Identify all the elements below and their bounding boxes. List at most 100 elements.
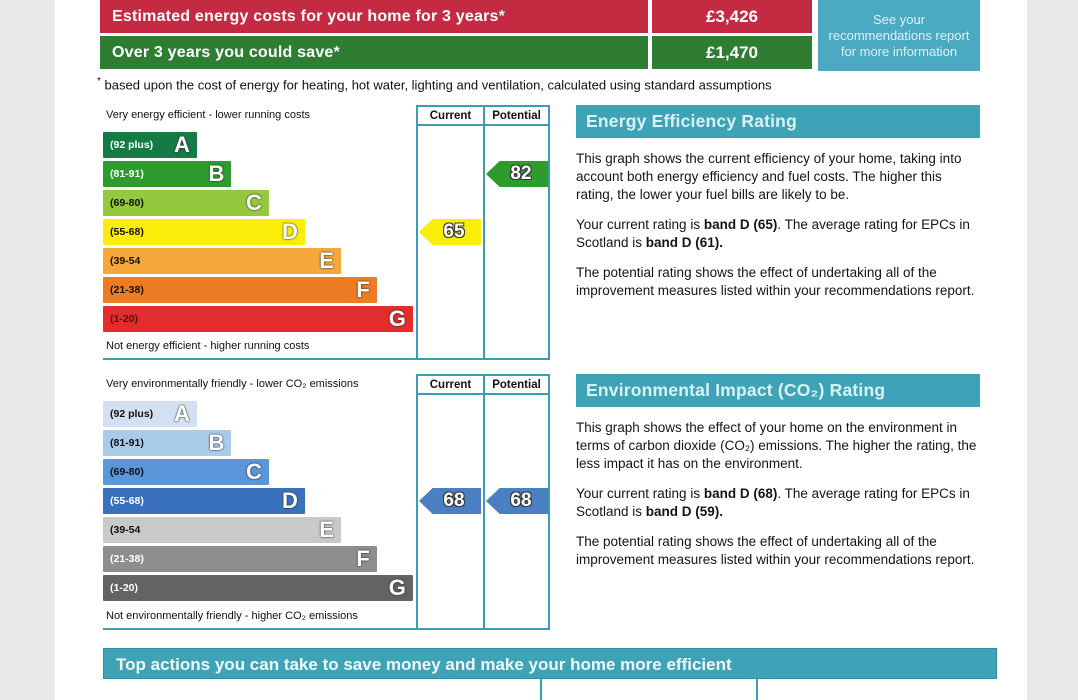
energy-rating-columns: Current Potential	[416, 105, 550, 358]
band-range-label: (69-80)	[110, 197, 144, 209]
band-letter: G	[388, 306, 406, 331]
energy-potential-column: Potential	[483, 107, 548, 358]
band-letter: B	[208, 161, 225, 186]
top-actions-banner: Top actions you can take to save money a…	[103, 648, 997, 679]
environmental-potential-pointer-icon: 68	[486, 488, 548, 514]
band-letter: C	[245, 459, 262, 484]
current-column-header: Current	[418, 107, 483, 126]
environmental-impact-chart: Very environmentally friendly - lower CO…	[103, 374, 550, 630]
band-letter: D	[281, 488, 298, 513]
band-bar-f: (21-38) F	[103, 546, 377, 572]
band-letter: F	[356, 277, 370, 302]
band-row-g: (1-20) G	[103, 575, 416, 604]
band-range-label: (69-80)	[110, 466, 144, 478]
environmental-paragraph-2: Your current rating is band D (68). The …	[576, 486, 970, 519]
environmental-paragraph-3: The potential rating shows the effect of…	[576, 534, 975, 567]
energy-paragraph-1: This graph shows the current efficiency …	[576, 151, 962, 202]
estimated-costs-value: £3,426	[652, 0, 812, 33]
environmental-paragraph-1: This graph shows the effect of your home…	[576, 420, 977, 471]
band-range-label: (92 plus)	[110, 139, 154, 151]
footnote-text: based upon the cost of energy for heatin…	[100, 77, 772, 93]
band-row-c: (69-80) C	[103, 459, 416, 488]
estimated-costs-label: Estimated energy costs for your home for…	[100, 0, 648, 33]
band-range-label: (1-20)	[110, 313, 139, 325]
energy-paragraph-3: The potential rating shows the effect of…	[576, 265, 975, 298]
band-range-label: (1-20)	[110, 582, 139, 594]
band-row-b: (81-91) B	[103, 161, 416, 190]
band-range-label: (39-54	[110, 255, 141, 267]
energy-potential-pointer-icon: 82	[486, 161, 548, 187]
energy-current-pointer-icon: 65	[419, 219, 481, 245]
savings-label: Over 3 years you could save*	[100, 36, 648, 69]
potential-column-header: Potential	[485, 376, 548, 395]
band-letter: A	[174, 401, 190, 426]
band-row-a: (92 plus) A	[103, 132, 416, 161]
energy-panel: Energy Efficiency Rating This graph show…	[576, 105, 980, 312]
band-bar-d: (55-68) D	[103, 488, 305, 514]
band-letter: B	[208, 430, 225, 455]
band-row-c: (69-80) C	[103, 190, 416, 219]
band-bar-b: (81-91) B	[103, 430, 232, 456]
band-range-label: (21-38)	[110, 553, 144, 565]
band-bar-c: (69-80) C	[103, 459, 269, 485]
band-letter: E	[319, 517, 334, 542]
current-column-header: Current	[418, 376, 483, 395]
band-range-label: (55-68)	[110, 226, 144, 238]
energy-bottom-label: Not energy efficient - higher running co…	[106, 340, 310, 352]
actions-table-divider-1	[540, 679, 542, 700]
band-letter: C	[245, 190, 262, 215]
environmental-top-label: Very environmentally friendly - lower CO…	[106, 378, 359, 390]
environmental-potential-column: Potential	[483, 376, 548, 628]
environmental-current-column: Current	[418, 376, 483, 628]
band-row-d: (55-68) D	[103, 488, 416, 517]
footnote-asterisk: *	[97, 76, 101, 87]
band-letter: D	[281, 219, 298, 244]
energy-top-label: Very energy efficient - lower running co…	[106, 109, 311, 121]
energy-efficiency-chart: Very energy efficient - lower running co…	[103, 105, 550, 360]
savings-value: £1,470	[652, 36, 812, 69]
band-bar-a: (92 plus) A	[103, 401, 197, 427]
recommendations-info-box: See your recommendations report for more…	[818, 0, 980, 71]
band-range-label: (81-91)	[110, 168, 144, 180]
band-range-label: (55-68)	[110, 495, 144, 507]
band-row-f: (21-38) F	[103, 277, 416, 306]
environmental-band-rows: (92 plus) A (81-91) B (69-80) C (55-68) D (39-54…	[103, 401, 416, 604]
band-range-label: (39-54	[110, 524, 141, 536]
environmental-rating-columns: Current Potential	[416, 374, 550, 628]
recommendations-info-text: See your recommendations report for more…	[828, 11, 970, 59]
epc-document-page: Estimated energy costs for your home for…	[55, 0, 1027, 700]
environmental-bottom-label: Not environmentally friendly - higher CO…	[106, 610, 358, 622]
band-row-e: (39-54 E	[103, 248, 416, 277]
band-row-g: (1-20) G	[103, 306, 416, 335]
band-row-f: (21-38) F	[103, 546, 416, 575]
band-bar-e: (39-54 E	[103, 517, 341, 543]
environmental-panel: Environmental Impact (CO₂) Rating This g…	[576, 374, 980, 581]
band-row-a: (92 plus) A	[103, 401, 416, 430]
band-bar-d: (55-68) D	[103, 219, 305, 245]
environmental-current-pointer-icon: 68	[419, 488, 481, 514]
band-letter: A	[174, 132, 190, 157]
band-bar-b: (81-91) B	[103, 161, 232, 187]
band-letter: E	[319, 248, 334, 273]
band-row-b: (81-91) B	[103, 430, 416, 459]
potential-column-header: Potential	[485, 107, 548, 126]
band-bar-g: (1-20) G	[103, 575, 413, 601]
band-letter: G	[388, 575, 406, 600]
band-row-d: (55-68) D	[103, 219, 416, 248]
energy-paragraph-2: Your current rating is band D (65). The …	[576, 217, 970, 250]
band-letter: F	[356, 546, 370, 571]
band-range-label: (92 plus)	[110, 408, 154, 420]
band-bar-f: (21-38) F	[103, 277, 377, 303]
energy-band-rows: (92 plus) A (81-91) B (69-80) C (55-68) D (39-54…	[103, 132, 416, 335]
band-bar-e: (39-54 E	[103, 248, 341, 274]
environmental-panel-title: Environmental Impact (CO₂) Rating	[576, 374, 980, 407]
band-bar-c: (69-80) C	[103, 190, 269, 216]
band-bar-g: (1-20) G	[103, 306, 413, 332]
band-range-label: (81-91)	[110, 437, 144, 449]
band-bar-a: (92 plus) A	[103, 132, 197, 158]
energy-panel-title: Energy Efficiency Rating	[576, 105, 980, 138]
actions-table-divider-2	[756, 679, 758, 700]
band-range-label: (21-38)	[110, 284, 144, 296]
band-row-e: (39-54 E	[103, 517, 416, 546]
footnote: * based upon the cost of energy for heat…	[97, 76, 772, 92]
